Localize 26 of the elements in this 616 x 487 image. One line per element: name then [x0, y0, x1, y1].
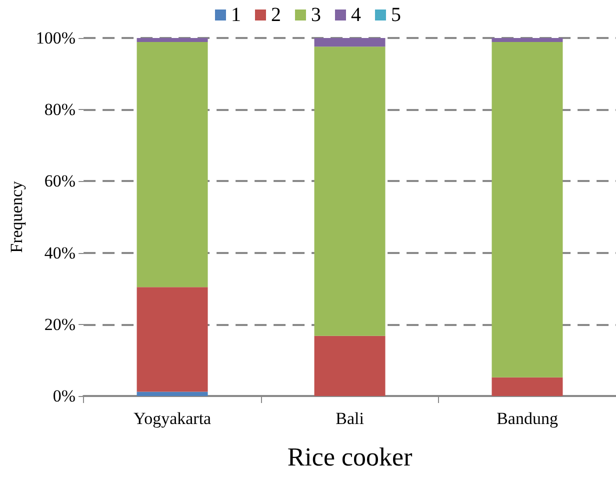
x-tick-label: Yogyakarta [133, 409, 212, 428]
bar [492, 377, 563, 396]
bar [136, 38, 208, 42]
bar [136, 287, 208, 392]
legend-label: 5 [391, 4, 401, 26]
legend-label: 2 [271, 4, 281, 26]
bar [314, 38, 386, 47]
x-tick-label: Bali [336, 409, 364, 428]
y-tick-label: 80% [44, 100, 76, 120]
y-tick-label: 20% [44, 314, 76, 334]
y-tick-label: 60% [44, 172, 76, 191]
y-tick-label: 0% [52, 386, 76, 406]
y-tick-label: 40% [44, 243, 76, 262]
bar [314, 336, 386, 396]
x-tick-label: Bandung [496, 409, 558, 428]
legend-label: 1 [231, 4, 241, 26]
bar [136, 392, 208, 396]
bar [492, 38, 563, 42]
legend-label: 3 [311, 4, 321, 26]
y-tick-label: 100% [36, 28, 76, 48]
x-axis-title: Rice cooker [287, 442, 413, 472]
legend-label: 4 [351, 4, 361, 26]
bar [136, 42, 208, 288]
bar [492, 42, 563, 378]
bar [314, 46, 386, 336]
y-axis-title: Frequency [7, 180, 26, 253]
